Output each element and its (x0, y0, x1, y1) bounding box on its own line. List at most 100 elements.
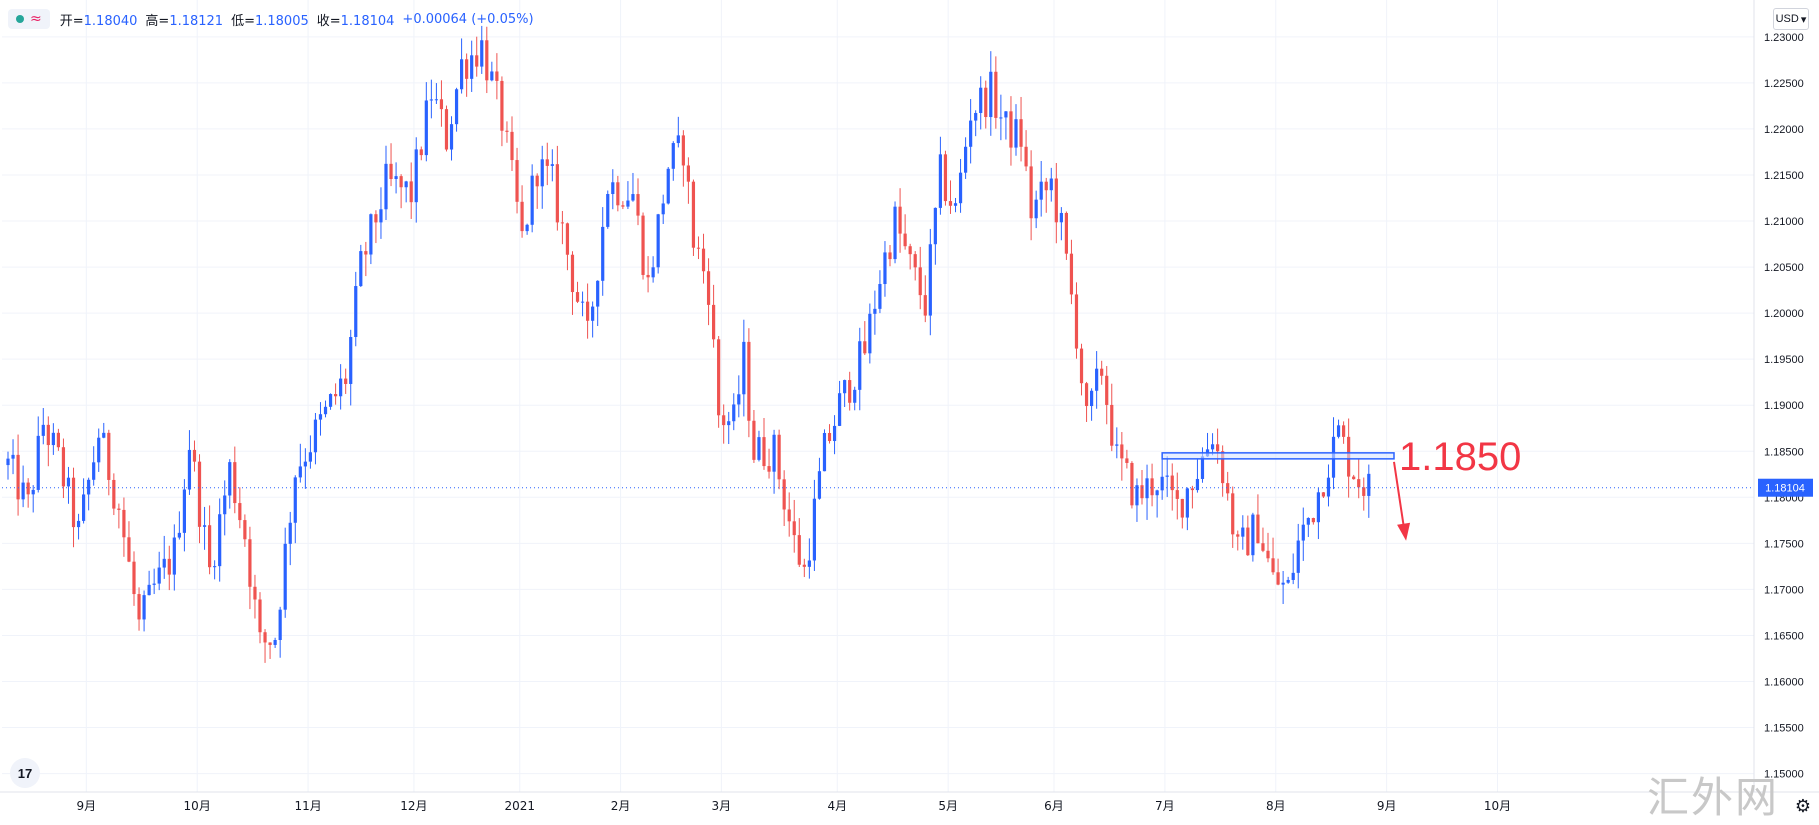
candle-body (147, 584, 151, 596)
candle-body (827, 432, 832, 442)
candle-body (500, 80, 504, 131)
candle-body (1311, 518, 1315, 523)
candle-body (1271, 558, 1275, 573)
candle-body (510, 131, 514, 161)
candle-body (344, 378, 348, 384)
candle-body (1095, 368, 1099, 391)
tradingview-logo[interactable]: 17 (10, 758, 40, 788)
candle-body (399, 176, 403, 188)
candle-body (812, 498, 816, 561)
candle-body (883, 252, 887, 285)
candle-body (1266, 550, 1270, 559)
candle-body (36, 435, 40, 490)
currency-selector[interactable]: USD ▾ (1773, 8, 1809, 30)
time-tick-label: 9月 (1377, 799, 1397, 813)
candle-body (545, 159, 549, 166)
candle-body (1029, 166, 1033, 219)
candle-body (797, 535, 801, 565)
candles (6, 25, 1371, 663)
time-axis[interactable]: 9月 10月 11月 12月 2021 2月 3月 4月 5月 6月 7月 8月 9月 10月 (76, 799, 1511, 813)
candle-body (31, 489, 35, 495)
candle-body (1357, 479, 1361, 488)
candle-body (626, 200, 630, 207)
candle-body (71, 477, 76, 528)
gear-icon[interactable]: ⚙ (1794, 796, 1811, 817)
candle-body (1155, 490, 1159, 496)
candle-body (303, 461, 307, 467)
candle-body (853, 389, 857, 403)
candle-body (1316, 492, 1320, 523)
candle-body (701, 248, 706, 272)
candle-body (515, 160, 519, 202)
time-tick-label: 6月 (1044, 799, 1064, 813)
price-tick-label: 1.19000 (1764, 400, 1804, 412)
time-tick-label: 10月 (1484, 799, 1511, 813)
candle-body (1034, 199, 1038, 219)
candle-body (994, 71, 998, 118)
candle-body (1210, 444, 1215, 450)
candle-body (520, 201, 524, 232)
candle-body (1039, 181, 1043, 200)
candle-body (535, 175, 539, 187)
candle-body (1150, 478, 1154, 496)
resistance-level-box[interactable] (1161, 452, 1395, 460)
candle-body (686, 165, 690, 182)
candle-body (51, 432, 55, 446)
candle-body (848, 380, 852, 403)
grid-lines (2, 0, 1754, 792)
legend-change: +0.00064 (+0.05%) (402, 11, 534, 27)
down-arrow-line (1393, 461, 1406, 529)
candle-body (505, 130, 509, 132)
candle-body (122, 509, 126, 538)
candle-body (197, 461, 202, 527)
candle-body (1281, 582, 1285, 585)
candle-body (1226, 483, 1230, 494)
time-tick-label: 5月 (938, 799, 958, 813)
candle-body (293, 477, 297, 523)
legend-high: 高=1.18121 (145, 13, 224, 29)
price-tick-label: 1.22000 (1764, 124, 1804, 136)
candle-body (1110, 404, 1114, 446)
time-tick-label: 10月 (184, 799, 211, 813)
price-tick-label: 1.16000 (1764, 676, 1804, 688)
candle-body (1185, 488, 1189, 518)
candle-body (354, 286, 358, 337)
candle-body (1120, 444, 1124, 459)
price-axis[interactable]: 1.15000 1.15500 1.16000 1.16500 1.17000 1.175… (1764, 32, 1804, 781)
candle-body (439, 99, 444, 110)
candle-body (1044, 181, 1048, 191)
candle-body (979, 87, 983, 113)
candle-body (787, 509, 791, 522)
candle-body (424, 100, 428, 156)
candle-body (1306, 518, 1310, 525)
candle-body (1261, 543, 1265, 551)
candle-body (817, 471, 822, 499)
candle-body (762, 437, 766, 467)
legend-toggle[interactable]: ≈ (8, 9, 50, 29)
candle-body (1084, 383, 1089, 407)
candle-body (868, 313, 872, 354)
candle-body (107, 432, 111, 480)
price-tick-label: 1.18500 (1764, 446, 1804, 458)
candle-body (591, 306, 595, 321)
candle-body (651, 267, 655, 278)
candle-body (1024, 146, 1028, 167)
candle-body (676, 135, 680, 144)
candle-body (389, 163, 393, 180)
candle-body (540, 159, 544, 187)
price-tick-label: 1.20500 (1764, 262, 1804, 274)
candle-body (938, 154, 942, 208)
candle-body (419, 149, 423, 156)
price-tick-label: 1.23000 (1764, 32, 1804, 44)
candle-body (530, 175, 534, 225)
watermark: 汇外网 (1646, 773, 1779, 822)
candle-body (313, 419, 318, 453)
wave-icon: ≈ (30, 11, 42, 27)
candle-body (737, 394, 741, 405)
time-tick-label: 8月 (1266, 799, 1286, 813)
candle-body (475, 55, 479, 67)
candle-body (1276, 572, 1280, 585)
currency-label: USD (1775, 13, 1799, 25)
candle-body (1064, 212, 1068, 254)
